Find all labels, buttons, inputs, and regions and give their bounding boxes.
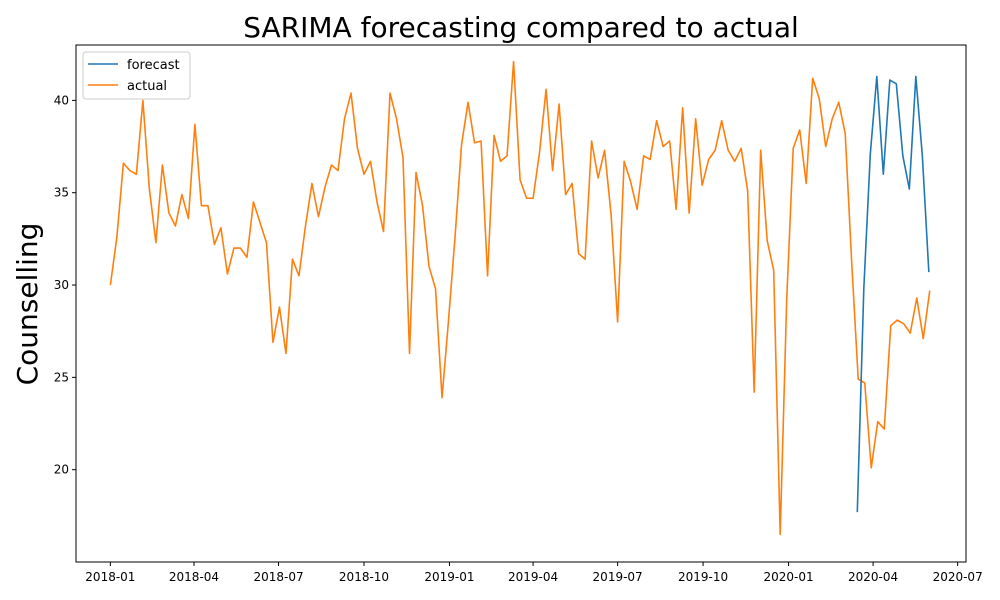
x-axis: 2018-01 2018-04 2018-07 2018-10 2019-01 2019-… bbox=[85, 562, 983, 584]
x-tick-label: 2019-10 bbox=[678, 570, 728, 584]
x-tick-label: 2019-01 bbox=[424, 570, 474, 584]
x-tick-label: 2019-07 bbox=[593, 570, 643, 584]
y-tick-label: 30 bbox=[54, 278, 69, 292]
x-tick-label: 2018-10 bbox=[339, 570, 389, 584]
x-tick-label: 2018-01 bbox=[85, 570, 135, 584]
x-tick-label: 2020-01 bbox=[763, 570, 813, 584]
x-tick-label: 2018-04 bbox=[169, 570, 219, 584]
plot-frame bbox=[75, 44, 967, 563]
plot-area bbox=[109, 60, 931, 536]
y-axis: 20 25 30 35 40 bbox=[54, 93, 76, 477]
x-tick-label: 2018-07 bbox=[253, 570, 303, 584]
series-line-forecast bbox=[856, 75, 930, 513]
chart-title: SARIMA forecasting compared to actual bbox=[243, 11, 799, 44]
y-axis-label: Counselling bbox=[11, 223, 44, 386]
y-tick-label: 40 bbox=[54, 93, 69, 107]
legend: forecast actual bbox=[82, 51, 191, 100]
x-tick-label: 2020-04 bbox=[848, 570, 898, 584]
legend-label-actual: actual bbox=[127, 79, 167, 94]
x-tick-label: 2019-04 bbox=[508, 570, 558, 584]
series-line-actual bbox=[109, 60, 931, 536]
legend-label-forecast: forecast bbox=[127, 58, 180, 73]
x-tick-label: 2020-07 bbox=[933, 570, 983, 584]
y-tick-label: 35 bbox=[54, 186, 69, 200]
y-tick-label: 25 bbox=[54, 370, 69, 384]
y-tick-label: 20 bbox=[54, 463, 69, 477]
